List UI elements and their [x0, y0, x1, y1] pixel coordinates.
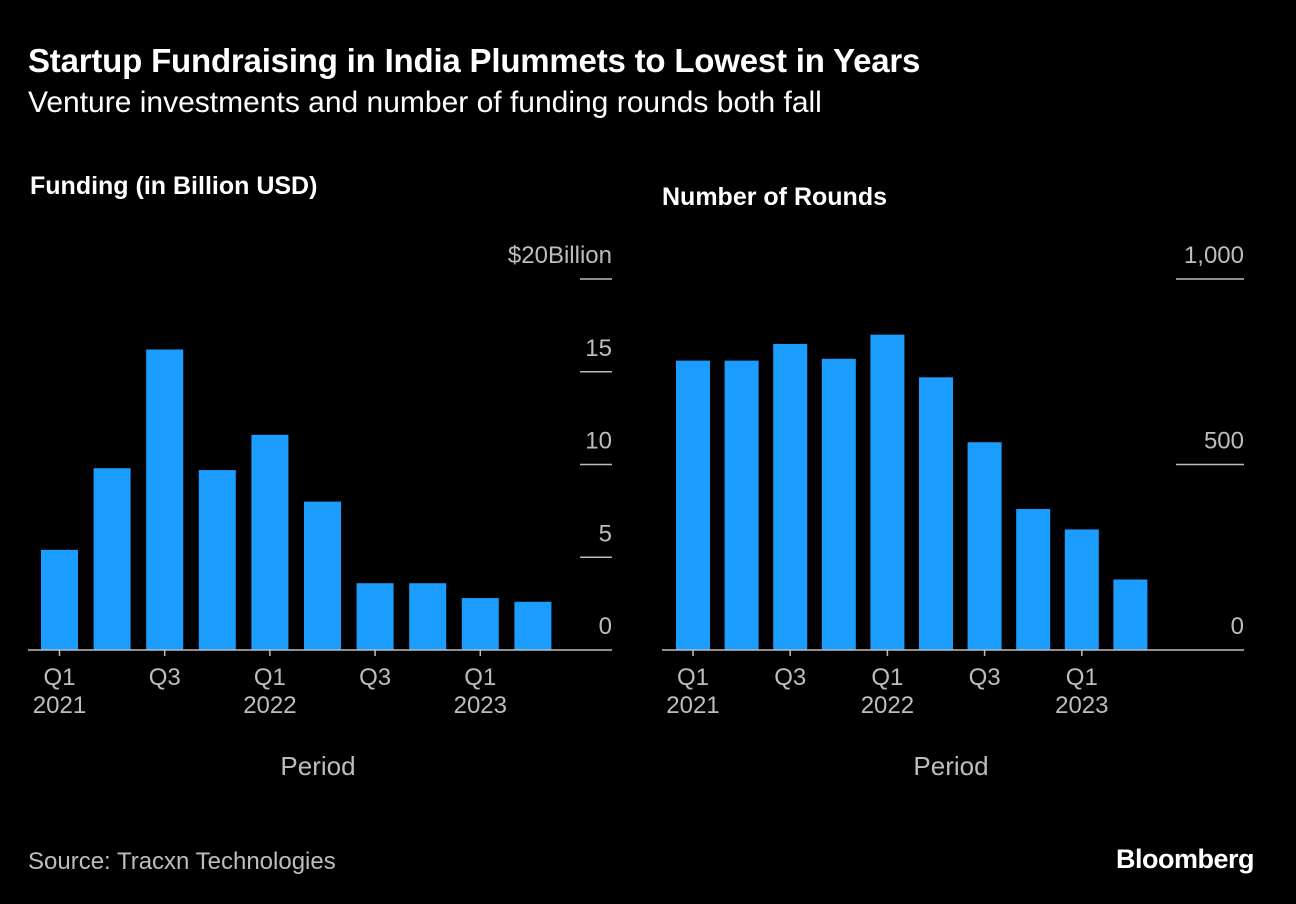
bar — [821, 358, 856, 650]
bar — [724, 360, 759, 650]
rounds-chart-title: Number of Rounds — [662, 183, 887, 211]
source-note: Source: Tracxn Technologies — [28, 848, 336, 875]
x-tick-label: Q3 — [969, 664, 1001, 691]
funding-chart-title: Funding (in Billion USD) — [30, 172, 318, 200]
x-tick-label: Q1 — [43, 664, 75, 691]
bar — [1016, 509, 1051, 650]
bar — [514, 601, 552, 650]
y-tick-label: 10 — [585, 428, 612, 455]
x-tick-label: Q3 — [359, 664, 391, 691]
x-tick-year: 2021 — [666, 692, 719, 719]
x-axis-title: Period — [280, 751, 355, 781]
x-tick-label: Q3 — [774, 664, 806, 691]
x-tick-label: Q1 — [1066, 664, 1098, 691]
chart-subtitle: Venture investments and number of fundin… — [28, 86, 822, 119]
bar — [41, 549, 78, 650]
x-axis-title: Period — [913, 751, 988, 781]
x-tick-year: 2021 — [33, 692, 86, 719]
y-tick-label: 500 — [1204, 428, 1244, 455]
bar — [251, 434, 289, 650]
y-tick-label: 0 — [599, 613, 612, 640]
bar — [356, 583, 394, 650]
bar — [870, 334, 905, 650]
bloomberg-logo: Bloomberg — [1116, 844, 1255, 874]
bar — [919, 377, 953, 650]
y-tick-label: 0 — [1231, 613, 1244, 640]
x-tick-year: 2023 — [454, 692, 507, 719]
x-tick-label: Q3 — [149, 664, 181, 691]
x-tick-label: Q1 — [677, 664, 709, 691]
bar — [967, 442, 1002, 650]
y-tick-label: 5 — [599, 520, 612, 547]
bar — [409, 583, 447, 650]
x-tick-year: 2023 — [1055, 692, 1108, 719]
bar — [304, 501, 341, 650]
bar — [198, 470, 236, 650]
bar — [146, 349, 184, 650]
x-tick-year: 2022 — [861, 692, 914, 719]
bar — [93, 468, 131, 650]
x-tick-year: 2022 — [243, 692, 296, 719]
y-tick-label: 15 — [585, 335, 612, 362]
x-tick-label: Q1 — [464, 664, 496, 691]
chart-title: Startup Fundraising in India Plummets to… — [28, 42, 921, 79]
y-tick-label: $20Billion — [508, 242, 612, 269]
bar — [461, 598, 499, 650]
bar — [1064, 529, 1099, 650]
x-tick-label: Q1 — [871, 664, 903, 691]
y-tick-label: 1,000 — [1184, 242, 1244, 269]
x-tick-label: Q1 — [254, 664, 286, 691]
bar — [676, 360, 710, 650]
bar — [1113, 579, 1148, 650]
bar — [773, 343, 808, 650]
